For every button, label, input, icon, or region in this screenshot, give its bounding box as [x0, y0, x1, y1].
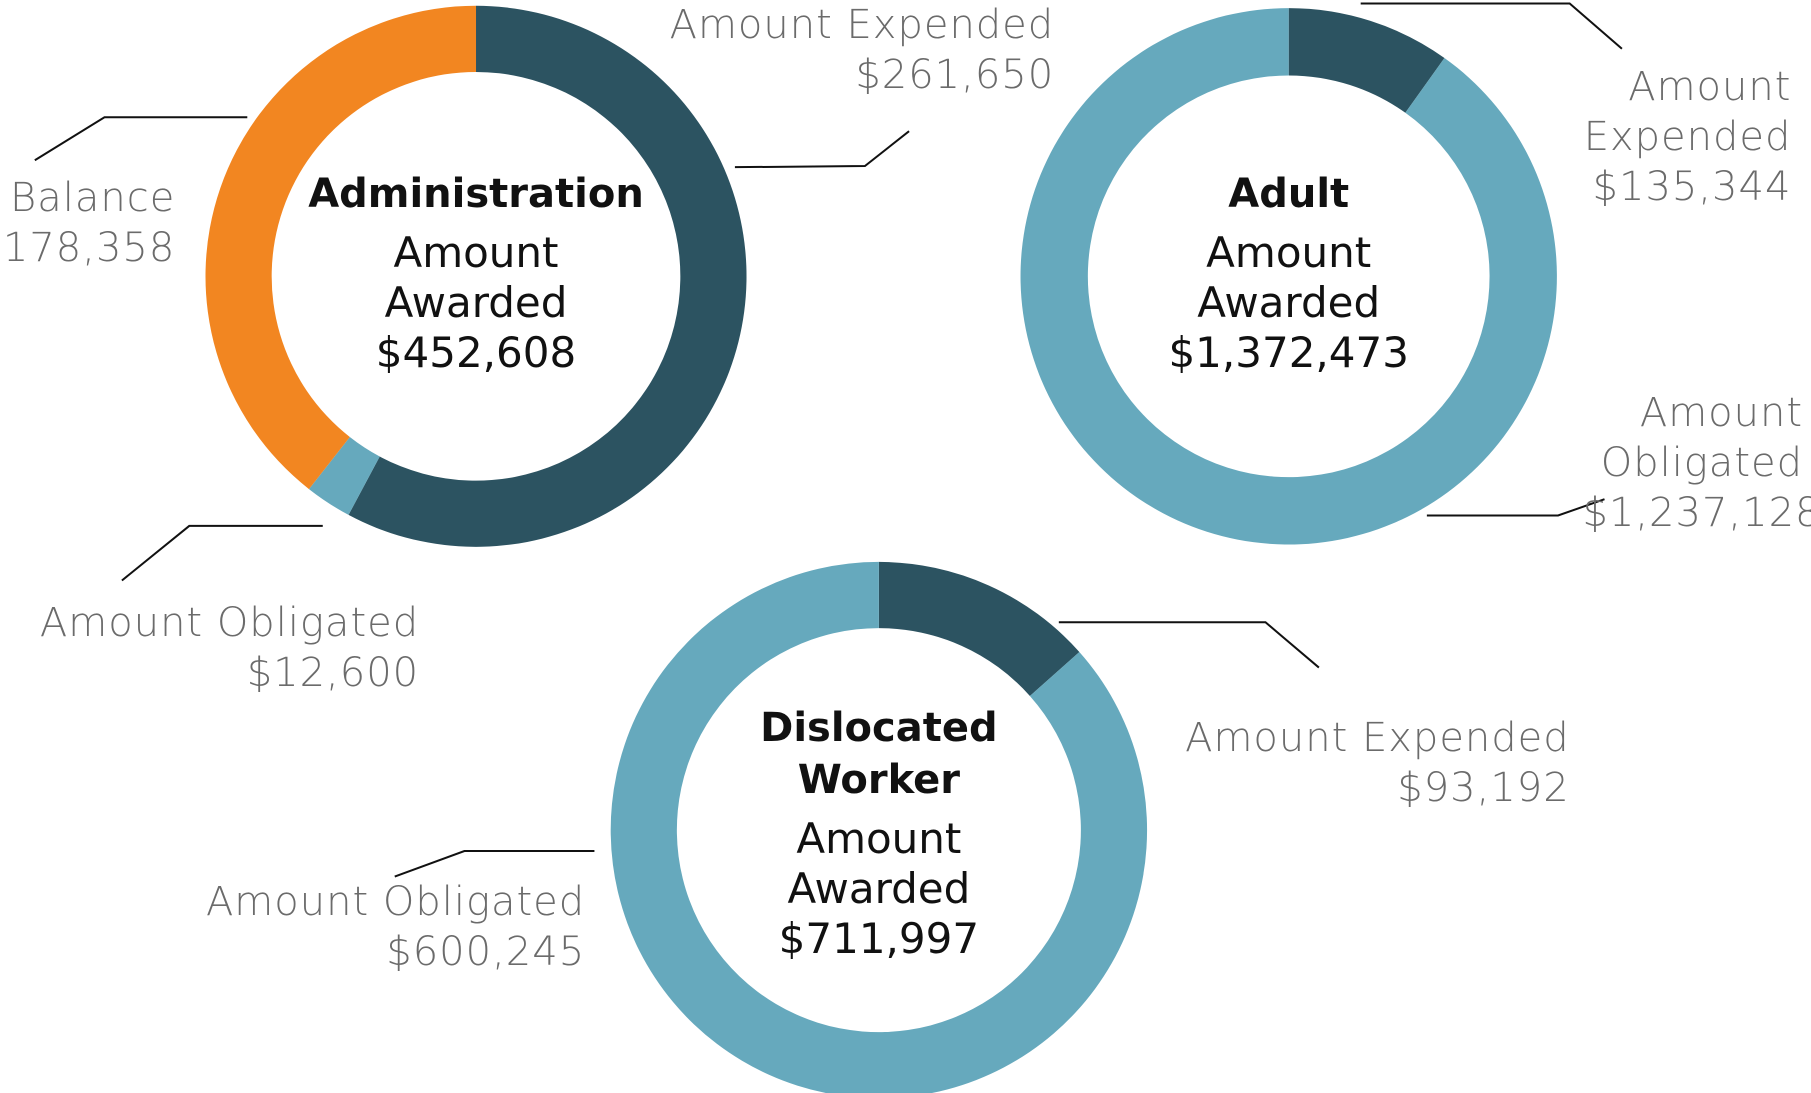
leader-line	[1058, 621, 1320, 669]
total-value: $1,372,473	[1168, 328, 1409, 378]
donut-segment	[348, 5, 747, 547]
total-value: $711,997	[778, 914, 980, 964]
donut-segment	[878, 561, 1080, 696]
segment-label: Amount Obligated $12,600	[0, 598, 419, 698]
donut-segment	[308, 437, 380, 515]
chart-title: Dislocated Worker	[760, 705, 998, 804]
segment-name: Balance	[10, 174, 176, 221]
chart-title: Administration	[308, 171, 644, 218]
segment-name: Amount Obligated	[1600, 389, 1804, 486]
segment-value: $93,192	[1397, 764, 1570, 811]
segment-value: $600,245	[386, 928, 586, 975]
segment-value: $1,237,128	[1582, 489, 1811, 536]
segment-value: $178,358	[0, 224, 176, 271]
segment-name: Amount Expended	[1583, 63, 1792, 160]
total-name: Amount Awarded	[1197, 228, 1381, 328]
leader-line	[34, 116, 248, 162]
leader-line	[1360, 2, 1623, 50]
leader-line	[734, 130, 910, 169]
segment-name: Amount Obligated	[205, 878, 586, 925]
center-label: Administration Amount Awarded $452,608	[266, 168, 686, 378]
donut-segment	[205, 5, 477, 490]
segment-name: Amount Obligated	[39, 599, 420, 646]
segment-name: Amount Expended	[669, 2, 1055, 48]
center-label: Adult Amount Awarded $1,372,473	[1079, 168, 1499, 378]
center-label: Dislocated Worker Amount Awarded $711,997	[669, 702, 1089, 964]
segment-value: $12,600	[246, 649, 420, 696]
donut-segment	[1288, 8, 1445, 113]
segment-label: Balance$178,358	[0, 173, 175, 273]
segment-label: Amount Obligated $600,245	[5, 877, 586, 977]
segment-value: $135,344	[1592, 163, 1792, 210]
segment-name: Amount Expended	[1185, 714, 1570, 761]
chart-title: Adult	[1228, 171, 1350, 218]
total-name: Amount Awarded	[787, 814, 971, 914]
segment-label: Amount Expended $261,650	[474, 0, 1055, 100]
segment-label: Amount Obligated $1,237,128	[1582, 388, 1811, 538]
segment-label: Amount Expended $135,344	[1559, 62, 1791, 212]
total-value: $452,608	[375, 328, 577, 378]
leader-line	[121, 524, 323, 582]
total-name: Amount Awarded	[384, 228, 568, 328]
segment-value: $261,650	[855, 52, 1055, 98]
leader-line	[1426, 498, 1605, 517]
leader-line	[394, 850, 595, 878]
segment-label: Amount Expended $93,192	[989, 713, 1570, 813]
